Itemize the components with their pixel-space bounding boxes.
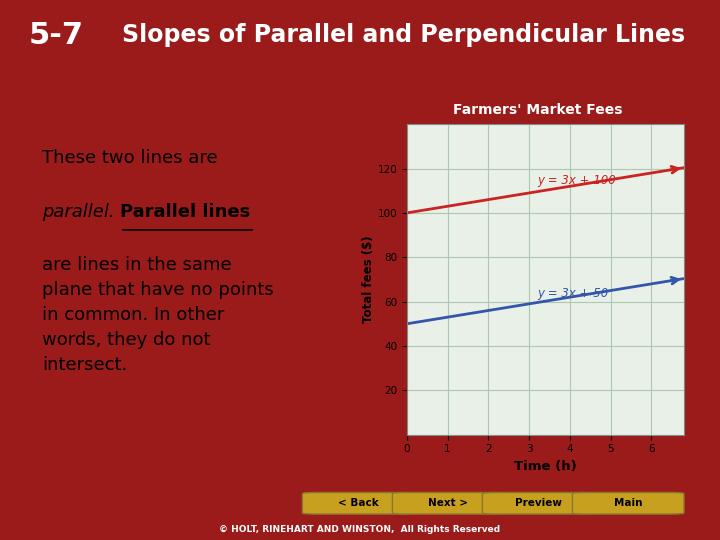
- Text: Next >: Next >: [428, 498, 468, 508]
- Text: Main: Main: [614, 498, 642, 508]
- Text: These two lines are: These two lines are: [42, 150, 217, 167]
- Text: © HOLT, RINEHART AND WINSTON,  All Rights Reserved: © HOLT, RINEHART AND WINSTON, All Rights…: [220, 524, 500, 534]
- FancyBboxPatch shape: [572, 492, 684, 514]
- FancyBboxPatch shape: [482, 492, 594, 514]
- Text: y = 3x + 50: y = 3x + 50: [537, 287, 608, 300]
- Text: 5-7: 5-7: [29, 21, 84, 50]
- Text: Slopes of Parallel and Perpendicular Lines: Slopes of Parallel and Perpendicular Lin…: [122, 23, 685, 47]
- FancyBboxPatch shape: [392, 492, 504, 514]
- Text: Preview: Preview: [515, 498, 562, 508]
- Text: y = 3x + 100: y = 3x + 100: [537, 174, 616, 187]
- Text: Farmers' Market Fees: Farmers' Market Fees: [454, 104, 623, 117]
- Text: < Back: < Back: [338, 498, 379, 508]
- Text: are lines in the same
plane that have no points
in common. In other
words, they : are lines in the same plane that have no…: [42, 256, 274, 374]
- X-axis label: Time (h): Time (h): [514, 460, 577, 473]
- Y-axis label: Total fees ($): Total fees ($): [361, 235, 374, 323]
- Text: parallel.: parallel.: [42, 203, 114, 221]
- Text: Parallel lines: Parallel lines: [120, 203, 250, 221]
- FancyBboxPatch shape: [302, 492, 414, 514]
